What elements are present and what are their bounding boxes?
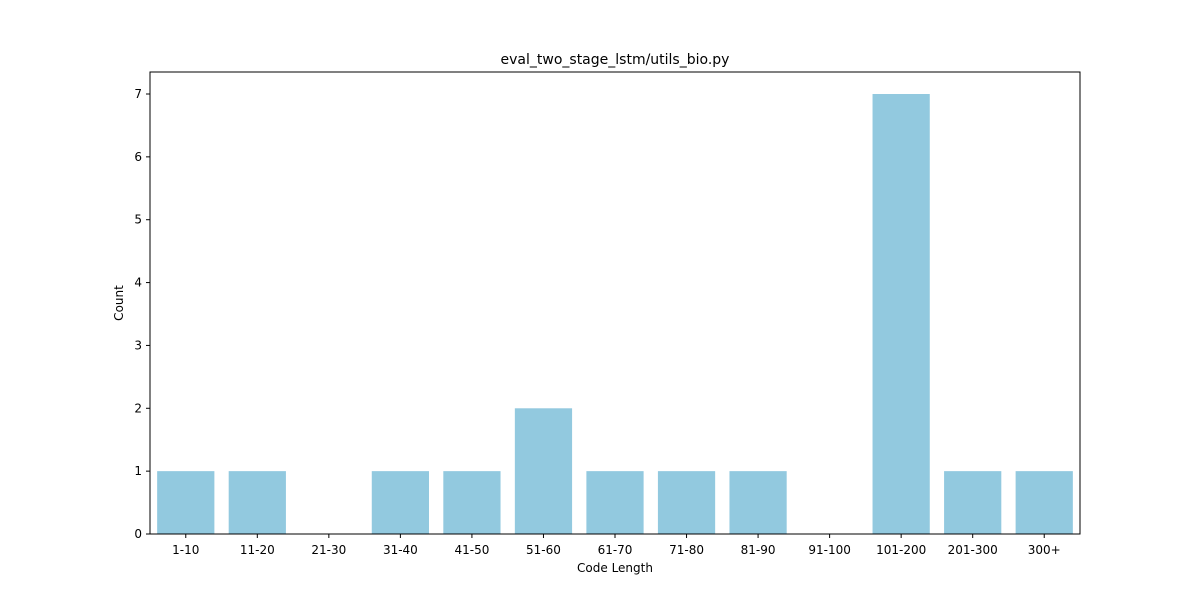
- y-tick-label: 4: [134, 276, 142, 290]
- x-tick-label: 81-90: [741, 543, 776, 557]
- x-tick-label: 201-300: [948, 543, 998, 557]
- x-tick-label: 11-20: [240, 543, 275, 557]
- y-tick-label: 7: [134, 87, 142, 101]
- x-tick-label: 91-100: [808, 543, 851, 557]
- y-tick-label: 1: [134, 464, 142, 478]
- x-tick-label: 31-40: [383, 543, 418, 557]
- x-tick-label: 300+: [1028, 543, 1061, 557]
- bar-41-50: [443, 471, 501, 534]
- plot-frame: [149, 71, 1081, 535]
- bar-61-70: [586, 471, 644, 534]
- bars-group: [157, 94, 1073, 534]
- x-axis-label: Code Length: [577, 561, 653, 575]
- bar-300+: [1015, 471, 1073, 534]
- y-tick-label: 2: [134, 401, 142, 415]
- y-axis: 0 1 2 3 4 5 6 7: [134, 87, 150, 541]
- bar-31-40: [371, 471, 429, 534]
- bar-51-60: [514, 408, 573, 534]
- y-tick-label: 6: [134, 150, 142, 164]
- x-tick-label: 51-60: [526, 543, 561, 557]
- y-axis-label: Count: [112, 285, 126, 321]
- bar-71-80: [657, 471, 716, 534]
- y-tick-label: 3: [134, 338, 142, 352]
- bar-201-300: [944, 471, 1002, 534]
- x-tick-label: 21-30: [311, 543, 346, 557]
- bar-11-20: [228, 471, 286, 534]
- x-tick-label: 1-10: [172, 543, 199, 557]
- y-tick-label: 0: [134, 527, 142, 541]
- x-tick-label: 41-50: [454, 543, 489, 557]
- bar-1-10: [157, 471, 215, 534]
- x-axis: 1-10 11-20 21-30 31-40 41-50 51-60 61-70 71-80 8…: [172, 534, 1061, 557]
- x-tick-label: 101-200: [876, 543, 926, 557]
- bar-81-90: [729, 471, 787, 534]
- bar-101-200: [872, 94, 930, 534]
- chart-title: eval_two_stage_lstm/utils_bio.py: [501, 52, 730, 68]
- x-tick-label: 61-70: [598, 543, 633, 557]
- x-tick-label: 71-80: [669, 543, 704, 557]
- y-tick-label: 5: [134, 213, 142, 227]
